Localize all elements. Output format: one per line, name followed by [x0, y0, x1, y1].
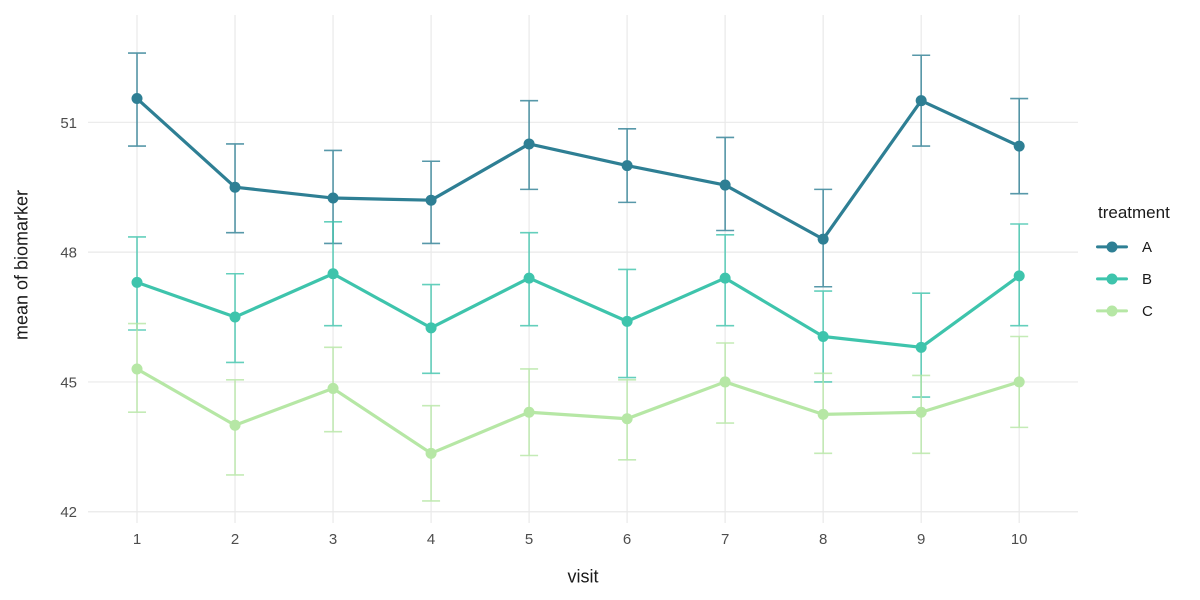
data-point-A-4 [425, 194, 437, 206]
data-point-C-7 [719, 376, 731, 388]
legend-item-label: C [1142, 302, 1153, 320]
data-point-A-5 [523, 138, 535, 150]
data-point-A-7 [719, 179, 731, 191]
data-point-B-5 [523, 272, 535, 284]
x-tick-label: 6 [623, 531, 631, 548]
data-point-A-3 [327, 192, 339, 204]
legend-key-icon [1096, 305, 1128, 317]
data-point-C-1 [131, 363, 143, 375]
x-tick-label: 5 [525, 531, 533, 548]
legend-item-label: A [1142, 238, 1153, 256]
series-line-C [135, 367, 1021, 455]
data-point-B-3 [327, 268, 339, 280]
data-point-C-2 [229, 419, 241, 431]
legend-item-label: B [1142, 270, 1153, 288]
y-axis-title: mean of biomarker [11, 189, 32, 341]
data-point-B-8 [817, 331, 829, 343]
data-point-A-6 [621, 160, 633, 172]
data-point-B-2 [229, 311, 241, 323]
y-tick-label: 45 [60, 374, 77, 391]
y-tick-label: 48 [60, 245, 77, 262]
x-tick-label: 7 [721, 531, 729, 548]
series-line-A [135, 96, 1021, 241]
data-point-B-6 [621, 315, 633, 327]
data-point-A-10 [1013, 140, 1025, 152]
x-tick-label: 4 [427, 531, 435, 548]
data-point-A-8 [817, 233, 829, 245]
data-point-C-6 [621, 413, 633, 425]
data-point-A-1 [131, 93, 143, 105]
data-point-B-10 [1013, 270, 1025, 282]
legend-key-icon [1096, 273, 1128, 285]
legend-item-A: A [1096, 231, 1170, 263]
series-line-B [135, 272, 1021, 349]
legend-key-dot [1106, 305, 1118, 317]
data-point-A-9 [915, 95, 927, 107]
data-point-B-9 [915, 341, 927, 353]
data-point-B-7 [719, 272, 731, 284]
x-tick-label: 2 [231, 531, 239, 548]
legend-title: treatment [1098, 203, 1170, 222]
y-tick-label: 51 [60, 115, 77, 132]
data-point-C-9 [915, 406, 927, 418]
x-tick-label: 9 [917, 531, 925, 548]
x-tick-label: 8 [819, 531, 827, 548]
data-point-A-2 [229, 181, 241, 193]
data-point-C-10 [1013, 376, 1025, 388]
legend-key-dot [1106, 273, 1118, 285]
x-tick-label: 1 [133, 531, 141, 548]
data-point-C-8 [817, 408, 829, 420]
data-point-C-3 [327, 382, 339, 394]
legend-key-dot [1106, 241, 1118, 253]
data-point-C-4 [425, 447, 437, 459]
data-point-C-5 [523, 406, 535, 418]
y-tick-label: 42 [60, 504, 77, 521]
legend-item-C: C [1096, 295, 1170, 327]
legend-item-B: B [1096, 263, 1170, 295]
x-tick-label: 10 [1011, 531, 1028, 548]
data-point-B-1 [131, 276, 143, 288]
legend-key-icon [1096, 241, 1128, 253]
x-tick-label: 3 [329, 531, 337, 548]
data-point-B-4 [425, 322, 437, 334]
x-axis-title: visit [567, 566, 599, 587]
